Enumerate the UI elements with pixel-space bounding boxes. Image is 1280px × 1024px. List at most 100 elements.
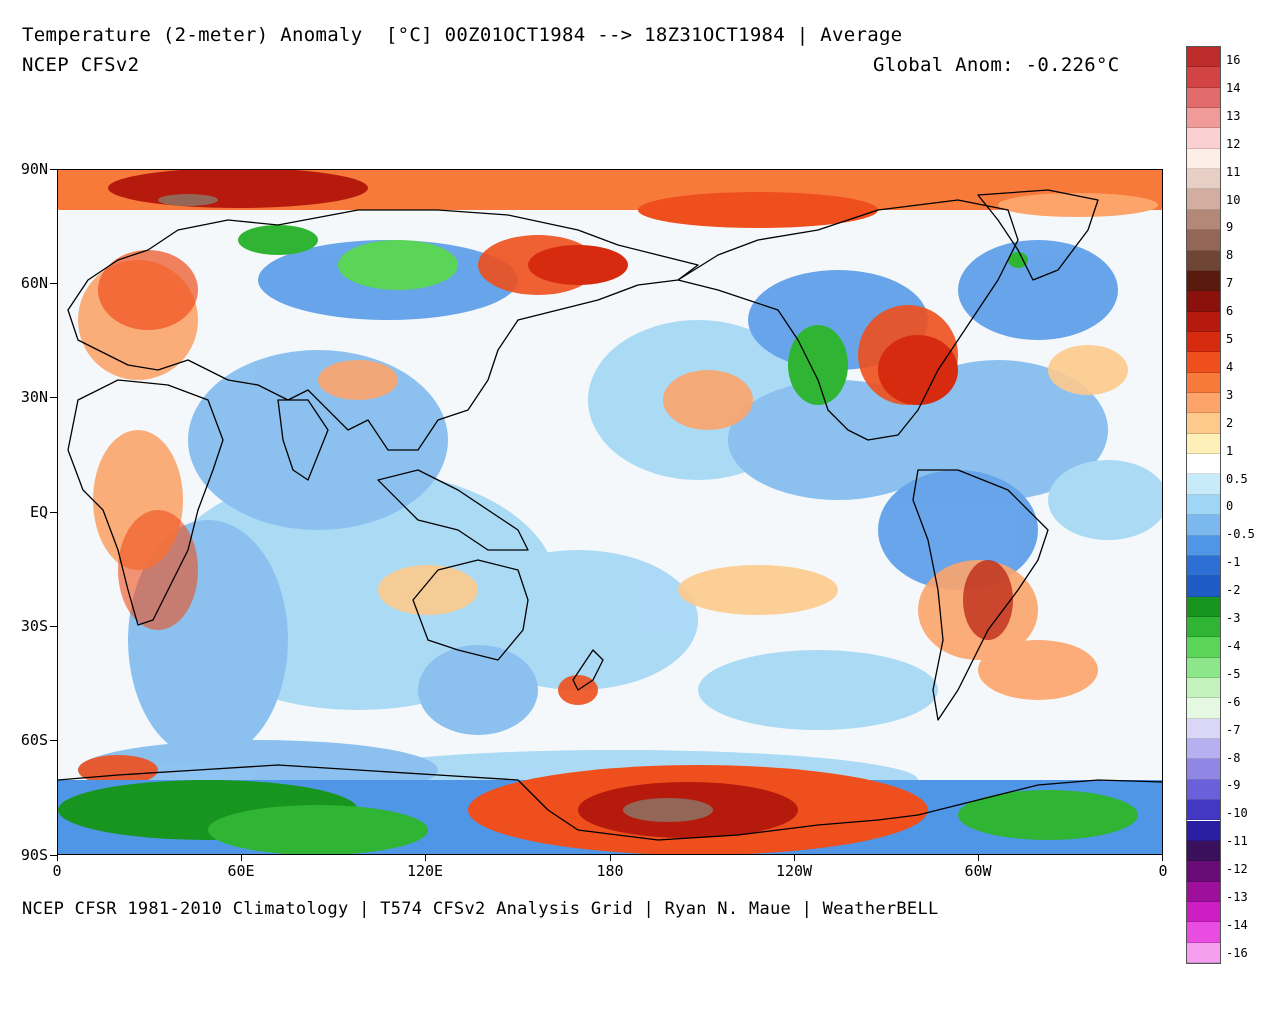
- lon-tick: [425, 855, 426, 861]
- colorbar-label: 16: [1226, 53, 1241, 67]
- lon-tick: [794, 855, 795, 861]
- lon-label-0-east: 0: [1158, 862, 1168, 880]
- colorbar-label: 7: [1226, 276, 1234, 291]
- colorbar-swatch: [1187, 616, 1220, 638]
- colorbar-label: -13: [1226, 890, 1248, 904]
- lon-label-120e: 120E: [406, 862, 444, 880]
- lat-label-eq: EQ: [29, 503, 48, 521]
- lon-label-180: 180: [596, 862, 624, 880]
- map-canvas: [58, 170, 1162, 854]
- colorbar-label: 5: [1226, 332, 1234, 346]
- colorbar-swatch: [1187, 209, 1220, 231]
- colorbar-label: -10: [1226, 806, 1248, 821]
- colorbar-swatch: [1187, 169, 1220, 190]
- lat-label-30s: 30S: [20, 617, 48, 635]
- chart-title: Temperature (2-meter) Anomaly [°C] 00Z01…: [22, 24, 903, 46]
- colorbar-swatch: [1187, 128, 1220, 149]
- colorbar-swatch: [1187, 535, 1220, 556]
- lat-label-90n: 90N: [20, 160, 48, 178]
- colorbar-label: 4: [1226, 359, 1234, 374]
- colorbar-swatch: [1187, 840, 1220, 862]
- colorbar-swatch: [1187, 678, 1220, 699]
- colorbar-swatch: [1187, 47, 1220, 68]
- colorbar-swatch: [1187, 474, 1220, 495]
- colorbar: [1186, 46, 1221, 964]
- colorbar-label: 13: [1226, 108, 1241, 123]
- colorbar-swatch: [1187, 108, 1220, 129]
- colorbar-label: 11: [1226, 164, 1241, 179]
- lat-tick: [50, 283, 57, 284]
- colorbar-label: -8: [1226, 750, 1241, 765]
- colorbar-swatch: [1187, 87, 1220, 109]
- colorbar-swatch: [1187, 718, 1220, 740]
- colorbar-label: -0.5: [1226, 527, 1255, 542]
- colorbar-swatch: [1187, 596, 1220, 617]
- colorbar-label: 8: [1226, 248, 1234, 263]
- colorbar-swatch: [1187, 637, 1220, 658]
- colorbar-swatch: [1187, 739, 1220, 760]
- colorbar-label: -14: [1226, 917, 1248, 932]
- colorbar-swatch: [1187, 433, 1220, 455]
- colorbar-swatch: [1187, 372, 1220, 394]
- colorbar-swatch: [1187, 698, 1220, 719]
- colorbar-swatch: [1187, 555, 1220, 577]
- lat-tick: [50, 626, 57, 627]
- model-name: NCEP CFSv2: [22, 54, 140, 76]
- lon-tick: [610, 855, 611, 861]
- colorbar-label: -9: [1226, 778, 1241, 793]
- colorbar-label: 0.5: [1226, 471, 1248, 486]
- land-anomaly-layer: [98, 225, 1028, 640]
- colorbar-swatch: [1187, 352, 1220, 373]
- colorbar-swatch: [1187, 901, 1220, 923]
- lat-tick: [50, 397, 57, 398]
- colorbar-label: -3: [1226, 611, 1241, 625]
- colorbar-label: -11: [1226, 834, 1248, 849]
- colorbar-label: -1: [1226, 555, 1241, 570]
- colorbar-swatch: [1187, 657, 1220, 678]
- colorbar-swatch: [1187, 779, 1220, 801]
- coastlines: [58, 189, 1162, 841]
- lon-label-120w: 120W: [775, 862, 813, 880]
- colorbar-swatch: [1187, 881, 1220, 902]
- footer-credits: NCEP CFSR 1981-2010 Climatology | T574 C…: [22, 899, 939, 919]
- colorbar-swatch: [1187, 759, 1220, 780]
- colorbar-swatch: [1187, 820, 1220, 841]
- colorbar-swatch: [1187, 67, 1220, 88]
- colorbar-swatch: [1187, 189, 1220, 210]
- colorbar-swatch: [1187, 270, 1220, 292]
- lon-label-60w: 60W: [964, 862, 992, 880]
- lat-tick: [50, 512, 57, 513]
- lat-label-90s: 90S: [20, 846, 48, 864]
- colorbar-label: -7: [1226, 722, 1241, 737]
- colorbar-swatch: [1187, 942, 1220, 963]
- colorbar-label: 14: [1226, 80, 1241, 95]
- colorbar-label: 3: [1226, 387, 1234, 402]
- colorbar-swatch: [1187, 922, 1220, 943]
- global-anomaly: Global Anom: -0.226°C: [873, 54, 1120, 76]
- colorbar-label: -4: [1226, 638, 1241, 653]
- lon-tick: [1162, 855, 1163, 861]
- colorbar-label: 1: [1226, 443, 1234, 458]
- lon-tick: [978, 855, 979, 861]
- colorbar-swatch: [1187, 454, 1220, 475]
- colorbar-swatch: [1187, 494, 1220, 516]
- colorbar-label: 0: [1226, 499, 1234, 514]
- colorbar-label: 6: [1226, 304, 1234, 319]
- lat-tick: [50, 169, 57, 170]
- colorbar-swatch: [1187, 861, 1220, 882]
- colorbar-label: -6: [1226, 694, 1241, 709]
- anomaly-map: [57, 169, 1163, 855]
- colorbar-swatch: [1187, 291, 1220, 312]
- colorbar-label: -5: [1226, 666, 1241, 681]
- lat-tick: [50, 855, 57, 856]
- colorbar-label: -12: [1226, 862, 1248, 877]
- colorbar-swatch: [1187, 576, 1220, 597]
- colorbar-swatch: [1187, 148, 1220, 170]
- colorbar-label: -16: [1226, 945, 1248, 960]
- lat-label-60n: 60N: [20, 274, 48, 292]
- lon-label-60e: 60E: [227, 862, 255, 880]
- lat-label-30n: 30N: [20, 388, 48, 406]
- colorbar-label: 12: [1226, 136, 1241, 151]
- colorbar-swatch: [1187, 311, 1220, 332]
- colorbar-label: 10: [1226, 192, 1241, 207]
